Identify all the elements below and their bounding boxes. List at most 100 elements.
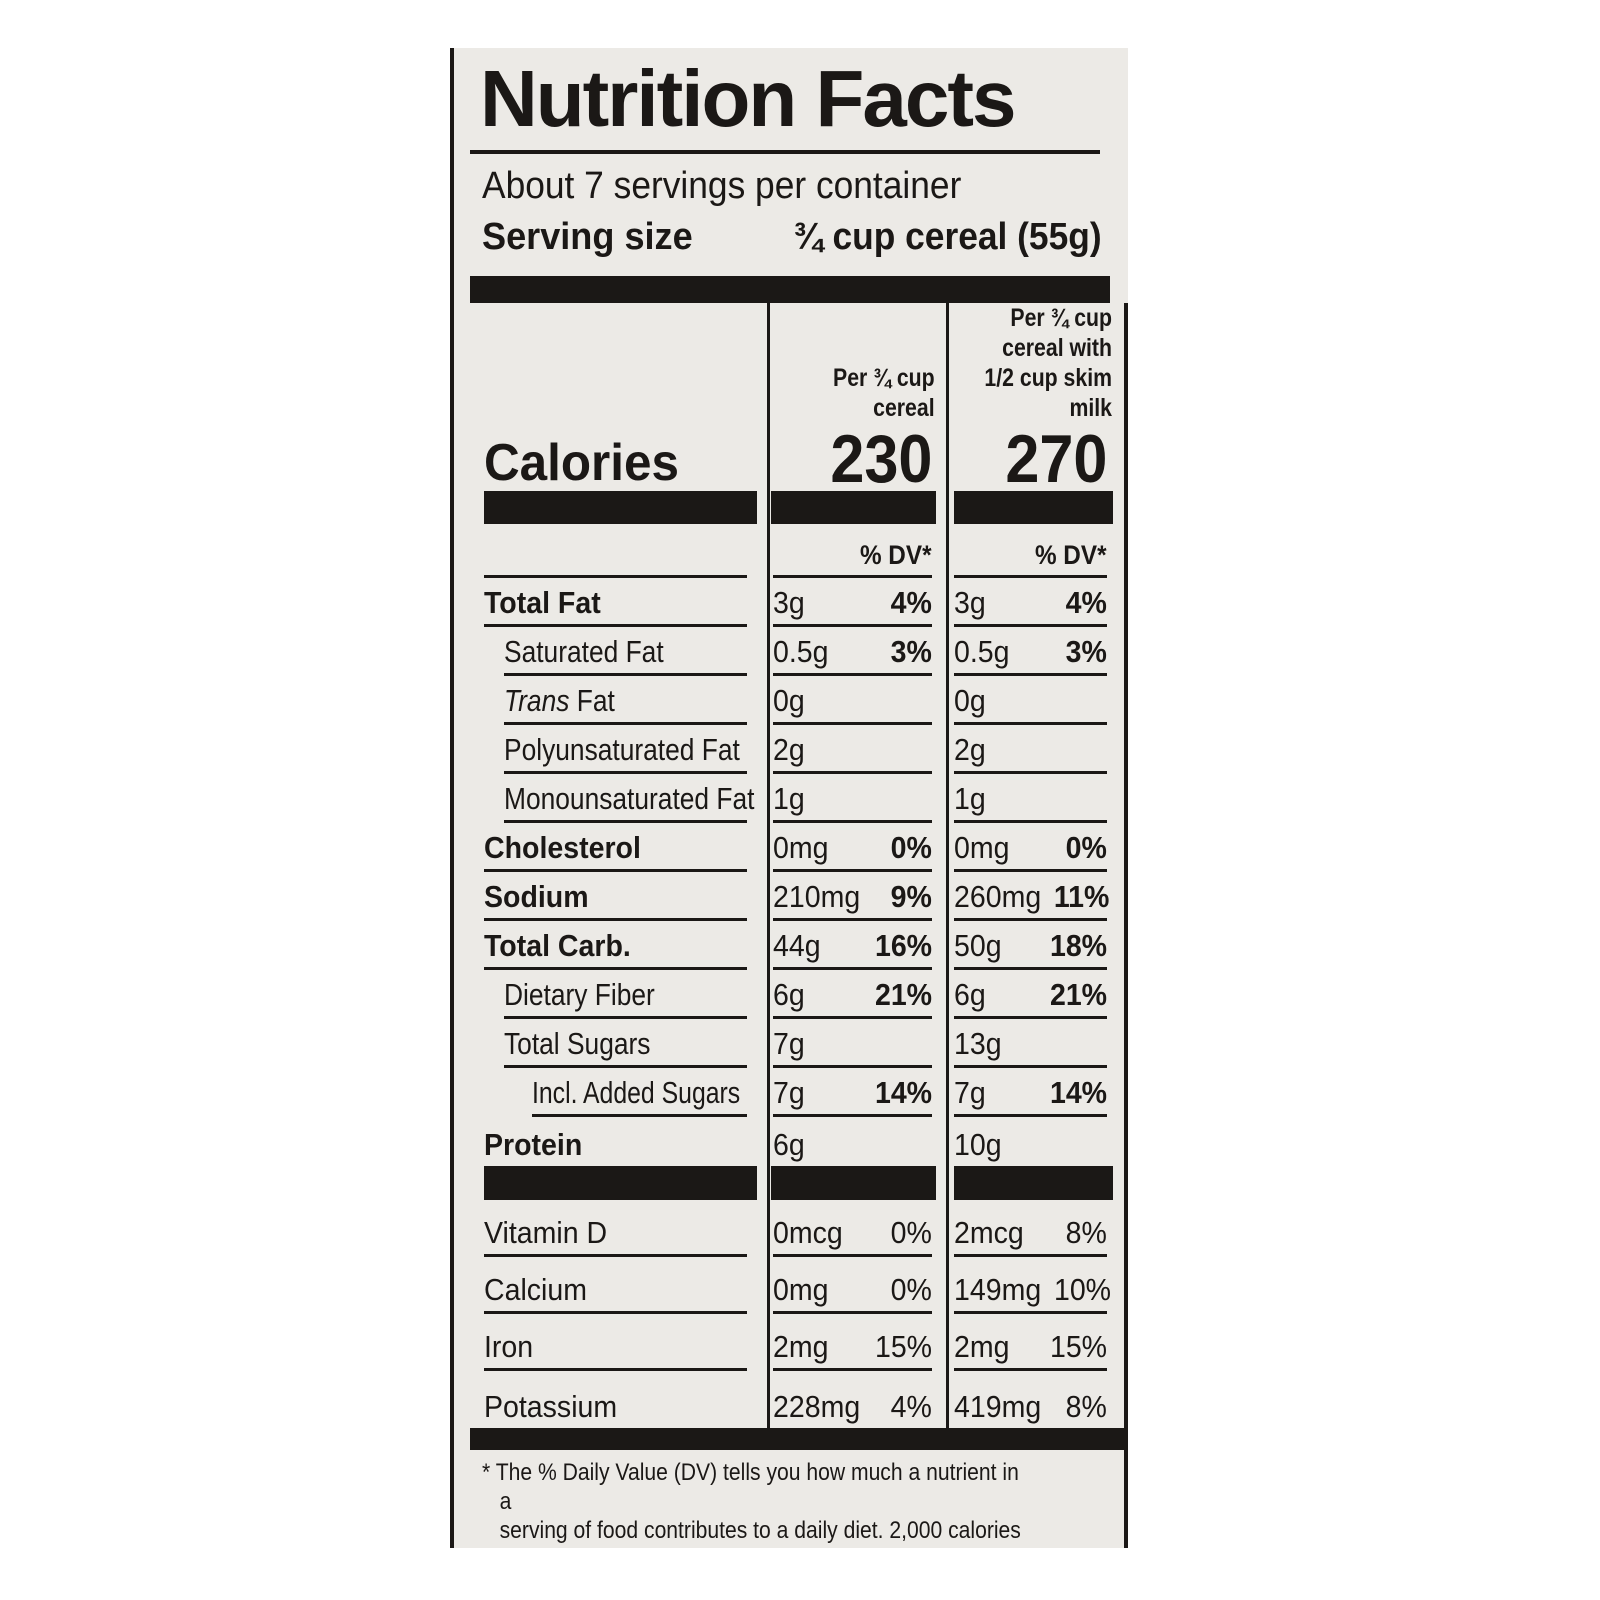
nutrient-dv: 10% xyxy=(1053,1272,1111,1307)
nutrient-value-cell: 0mcg 0% xyxy=(773,1200,932,1257)
nutrient-dv: 21% xyxy=(1049,977,1107,1012)
nutrient-dv: 0% xyxy=(890,1215,932,1250)
column-separator-2 xyxy=(946,303,949,1428)
column-header-cereal-cell: Per ¾ cup cereal xyxy=(767,303,946,429)
nutrient-amount: 7g xyxy=(773,1026,805,1061)
thick-divider-bar-top xyxy=(470,276,1110,303)
column-separator-1 xyxy=(767,303,770,1428)
nutrient-dv: 8% xyxy=(1065,1389,1107,1424)
calories-label-cell: Calories xyxy=(454,403,767,491)
calories-label: Calories xyxy=(484,434,679,492)
nutrient-value-cell: 3g 4% xyxy=(954,578,1107,627)
dv-header-spacer xyxy=(484,524,747,578)
nutrient-name: Monounsaturated Fat xyxy=(504,781,755,816)
black-bar-segment xyxy=(484,491,757,524)
nutrient-name: Protein xyxy=(484,1127,583,1162)
nutrient-value-cell: 0.5g 3% xyxy=(954,627,1107,676)
nutrient-value-cell: 1g xyxy=(954,774,1107,823)
nutrient-amount: 260mg xyxy=(954,879,1042,914)
nutrient-value-cell: 44g 16% xyxy=(773,921,932,970)
nutrient-amount: 1g xyxy=(954,781,986,816)
nutrient-name-cell: Total Carb. xyxy=(484,921,747,970)
thick-divider-bar-bottom xyxy=(470,1428,1126,1450)
nutrient-rows: Total Fat 3g 4% 3g 4% Saturated Fat 0.5g 3% 0.5g… xyxy=(454,578,1128,1166)
nutrient-row: Dietary Fiber 6g 21% 6g 21% xyxy=(454,970,1128,1019)
nutrient-name: Sodium xyxy=(484,879,589,914)
nutrient-value-cell: 149mg 10% xyxy=(954,1257,1111,1314)
nutrient-amount: 7g xyxy=(954,1075,986,1110)
black-bar-segment xyxy=(484,1166,757,1200)
nutrient-row: Vitamin D 0mcg 0% 2mcg 8% xyxy=(454,1200,1128,1257)
nutrient-name-cell: Total Sugars xyxy=(504,1019,747,1068)
calories-milk-cell: 270 xyxy=(946,403,1128,497)
nutrient-name: Saturated Fat xyxy=(504,634,664,669)
nutrient-name: Total Sugars xyxy=(504,1026,651,1061)
nutrient-value-cell: 1g xyxy=(773,774,932,823)
nutrient-name-cell: Dietary Fiber xyxy=(504,970,747,1019)
nutrient-value-cell: 0g xyxy=(954,676,1107,725)
nutrient-amount: 7g xyxy=(773,1075,805,1110)
nutrient-name: Dietary Fiber xyxy=(504,977,655,1012)
nutrient-dv: 3% xyxy=(1065,634,1107,669)
black-bar-segment xyxy=(771,1166,936,1200)
black-bar-segment xyxy=(954,491,1113,524)
nutrient-row: Polyunsaturated Fat 2g 2g xyxy=(454,725,1128,774)
nutrient-amount: 44g xyxy=(773,928,821,963)
nutrient-value-cell: 2mg 15% xyxy=(773,1314,932,1371)
nutrient-amount: 2mg xyxy=(954,1329,1010,1364)
nutrient-name-cell: Polyunsaturated Fat xyxy=(504,725,747,774)
nutrient-row: Protein 6g 10g xyxy=(454,1117,1128,1166)
nutrient-row: Total Sugars 7g 13g xyxy=(454,1019,1128,1068)
nutrient-amount: 0g xyxy=(773,683,805,718)
nutrient-dv: 0% xyxy=(890,830,932,865)
nutrient-amount: 2mg xyxy=(773,1329,829,1364)
nutrient-row: Total Fat 3g 4% 3g 4% xyxy=(454,578,1128,627)
vitamin-mineral-rows: Vitamin D 0mcg 0% 2mcg 8% Calcium 0mg 0% 149mg 10… xyxy=(454,1200,1128,1428)
servings-text: About 7 servings per container xyxy=(482,165,962,207)
calories-value-milk: 270 xyxy=(1004,421,1107,497)
nutrient-name: Calcium xyxy=(484,1272,588,1307)
nutrient-amount: 10g xyxy=(954,1127,1002,1162)
nutrient-dv: 16% xyxy=(874,928,932,963)
serving-size-value: ¾ cup cereal (55g) xyxy=(793,216,1102,258)
calories-cereal-cell: 230 xyxy=(767,403,946,493)
nutrient-value-cell: 2mcg 8% xyxy=(954,1200,1107,1257)
nutrient-name: Polyunsaturated Fat xyxy=(504,732,740,767)
nutrient-dv: 4% xyxy=(1065,585,1107,620)
vitamins-divider-bars xyxy=(454,1166,1128,1200)
nutrition-facts-label: Nutrition Facts About 7 servings per con… xyxy=(450,48,1128,1548)
nutrient-amount: 13g xyxy=(954,1026,1002,1061)
nutrient-value-cell: 2mg 15% xyxy=(954,1314,1107,1371)
nutrient-row: Calcium 0mg 0% 149mg 10% xyxy=(454,1257,1128,1314)
nutrient-dv: 3% xyxy=(890,634,932,669)
nutrient-value-cell: 2g xyxy=(773,725,932,774)
nutrient-name-cell: Sodium xyxy=(484,872,747,921)
nutrient-name: Iron xyxy=(484,1329,534,1364)
nutrient-name-cell: Iron xyxy=(484,1314,747,1371)
nutrient-amount: 1g xyxy=(773,781,805,816)
nutrient-amount: 210mg xyxy=(773,879,861,914)
nutrient-amount: 6g xyxy=(954,977,986,1012)
nutrient-row: Sodium 210mg 9% 260mg 11% xyxy=(454,872,1128,921)
title-rule xyxy=(470,150,1100,154)
nutrient-value-cell: 6g 21% xyxy=(773,970,932,1019)
nutrient-amount: 3g xyxy=(954,585,986,620)
nutrient-dv: 11% xyxy=(1053,879,1110,914)
nutrient-amount: 419mg xyxy=(954,1389,1042,1424)
nutrient-value-cell: 228mg 4% xyxy=(773,1371,932,1428)
nutrient-name-cell: Protein xyxy=(484,1117,747,1166)
nutrient-value-cell: 210mg 9% xyxy=(773,872,932,921)
nutrient-dv: 14% xyxy=(874,1075,932,1110)
nutrient-value-cell: 13g xyxy=(954,1019,1107,1068)
nutrient-dv: 4% xyxy=(890,1389,932,1424)
nutrient-row: Monounsaturated Fat 1g 1g xyxy=(454,774,1128,823)
nutrient-name: Total Carb. xyxy=(484,928,631,963)
nutrient-dv: 9% xyxy=(890,879,932,914)
calories-row: Calories 230 270 xyxy=(454,403,1128,497)
black-bar-segment xyxy=(954,1166,1113,1200)
dv-header-cereal-cell: % DV* xyxy=(773,524,932,578)
nutrient-name-cell: Cholesterol xyxy=(484,823,747,872)
column-header-milk: Per ¾ cup cereal with 1/2 cup skim milk xyxy=(984,304,1112,422)
nutrient-row: Cholesterol 0mg 0% 0mg 0% xyxy=(454,823,1128,872)
nutrient-value-cell: 260mg 11% xyxy=(954,872,1110,921)
